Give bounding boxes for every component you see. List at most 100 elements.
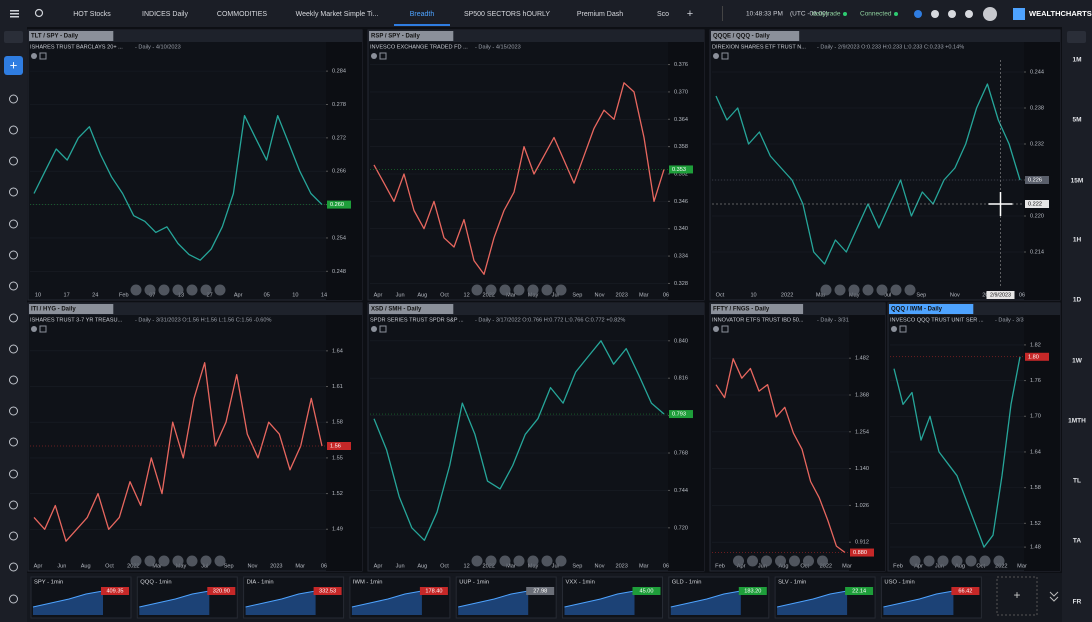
- nav-button[interactable]: [937, 555, 949, 567]
- tab[interactable]: Premium Dash: [577, 11, 623, 18]
- tool-icon[interactable]: [9, 187, 18, 197]
- tab[interactable]: Sco: [657, 11, 669, 18]
- nav-button[interactable]: [172, 555, 184, 567]
- nav-button[interactable]: [909, 555, 921, 567]
- add-watch-tile[interactable]: [996, 576, 1038, 616]
- timeframe[interactable]: 1D: [1073, 297, 1082, 304]
- nav-button[interactable]: [761, 555, 772, 567]
- nav-button[interactable]: [499, 555, 511, 567]
- add-indicator-icon[interactable]: [39, 52, 47, 60]
- add-indicator-icon[interactable]: [721, 52, 729, 60]
- nav-button[interactable]: [747, 555, 758, 567]
- settings-icon[interactable]: [371, 326, 377, 332]
- add-indicator-icon[interactable]: [39, 325, 47, 333]
- panel-title-tab[interactable]: [369, 304, 454, 314]
- nav-button[interactable]: [186, 284, 198, 296]
- nav-button[interactable]: [775, 555, 786, 567]
- nav-button[interactable]: [733, 555, 744, 567]
- search-icon[interactable]: [34, 8, 44, 18]
- tab[interactable]: Weekly Market Simple Ti...: [296, 11, 379, 18]
- tab[interactable]: COMMODITIES: [217, 11, 267, 18]
- nav-button[interactable]: [555, 284, 567, 296]
- avatar[interactable]: [983, 7, 997, 21]
- timeframe[interactable]: 15M: [1071, 178, 1084, 185]
- tool-icon[interactable]: [9, 344, 18, 354]
- nav-button[interactable]: [200, 284, 212, 296]
- tool-icon[interactable]: [9, 531, 18, 541]
- nav-button[interactable]: [834, 284, 846, 296]
- tool-icon[interactable]: [9, 500, 18, 510]
- nav-button[interactable]: [513, 284, 525, 296]
- nav-button[interactable]: [499, 284, 511, 296]
- panel-title-tab[interactable]: [29, 31, 114, 41]
- timeframe[interactable]: 1W: [1072, 358, 1083, 365]
- nav-button[interactable]: [951, 555, 963, 567]
- settings-icon[interactable]: [948, 10, 956, 18]
- timeframe[interactable]: FR: [1073, 599, 1082, 606]
- tool-icon[interactable]: [9, 562, 18, 572]
- timeframe[interactable]: TL: [1073, 478, 1081, 485]
- nav-button[interactable]: [144, 284, 156, 296]
- tab[interactable]: HOT Stocks: [73, 11, 111, 18]
- nav-button[interactable]: [130, 284, 142, 296]
- panel-title-tab[interactable]: [711, 304, 804, 314]
- settings-icon[interactable]: [891, 326, 897, 332]
- tab[interactable]: INDICES Daily: [142, 11, 188, 18]
- timeframe[interactable]: 1H: [1073, 237, 1082, 244]
- add-tab[interactable]: +: [687, 8, 693, 20]
- nav-button[interactable]: [904, 284, 916, 296]
- collapse-btn[interactable]: [1067, 31, 1086, 43]
- nav-button[interactable]: [214, 284, 226, 296]
- timeframe[interactable]: 1M: [1072, 57, 1081, 64]
- nav-button[interactable]: [485, 555, 497, 567]
- nav-button[interactable]: [130, 555, 142, 567]
- collapse-btn[interactable]: [4, 31, 23, 43]
- settings-icon[interactable]: [713, 53, 719, 59]
- tool-icon[interactable]: [9, 250, 18, 260]
- nav-button[interactable]: [979, 555, 991, 567]
- tool-icon[interactable]: [9, 594, 18, 604]
- nav-button[interactable]: [890, 284, 902, 296]
- nav-button[interactable]: [158, 284, 170, 296]
- nav-button[interactable]: [789, 555, 800, 567]
- tab[interactable]: SP500 SECTORS hOURLY: [464, 11, 550, 18]
- add-indicator-icon[interactable]: [899, 325, 907, 333]
- nav-button[interactable]: [862, 284, 874, 296]
- panel-title-tab[interactable]: [889, 304, 974, 314]
- tab[interactable]: Breadth: [410, 11, 435, 18]
- panel-title-tab[interactable]: [711, 31, 800, 41]
- nav-button[interactable]: [471, 284, 483, 296]
- tool-icon[interactable]: [9, 219, 18, 229]
- nav-button[interactable]: [965, 555, 977, 567]
- nav-button[interactable]: [820, 284, 832, 296]
- timeframe[interactable]: TA: [1073, 538, 1081, 545]
- nav-button[interactable]: [172, 284, 184, 296]
- tool-icon[interactable]: [9, 313, 18, 323]
- tool-icon[interactable]: [9, 406, 18, 416]
- nav-button[interactable]: [158, 555, 170, 567]
- nav-button[interactable]: [214, 555, 226, 567]
- help-icon[interactable]: [965, 10, 973, 18]
- nav-button[interactable]: [555, 555, 567, 567]
- add-indicator-icon[interactable]: [721, 325, 729, 333]
- add-indicator-icon[interactable]: [379, 52, 387, 60]
- nav-button[interactable]: [803, 555, 814, 567]
- nav-button[interactable]: [513, 555, 525, 567]
- nav-button[interactable]: [817, 555, 828, 567]
- tool-icon[interactable]: [9, 437, 18, 447]
- nav-button[interactable]: [848, 284, 860, 296]
- tool-icon[interactable]: [9, 469, 18, 479]
- settings-icon[interactable]: [371, 53, 377, 59]
- nav-button[interactable]: [485, 284, 497, 296]
- nav-button[interactable]: [186, 555, 198, 567]
- tool-icon[interactable]: [9, 94, 18, 104]
- nav-button[interactable]: [541, 284, 553, 296]
- tool-icon[interactable]: [9, 281, 18, 291]
- tool-icon[interactable]: [9, 375, 18, 385]
- nav-button[interactable]: [527, 284, 539, 296]
- panel-title-tab[interactable]: [29, 304, 114, 314]
- nav-button[interactable]: [993, 555, 1005, 567]
- settings-icon[interactable]: [31, 326, 37, 332]
- tool-icon[interactable]: [9, 156, 18, 166]
- nav-button[interactable]: [876, 284, 888, 296]
